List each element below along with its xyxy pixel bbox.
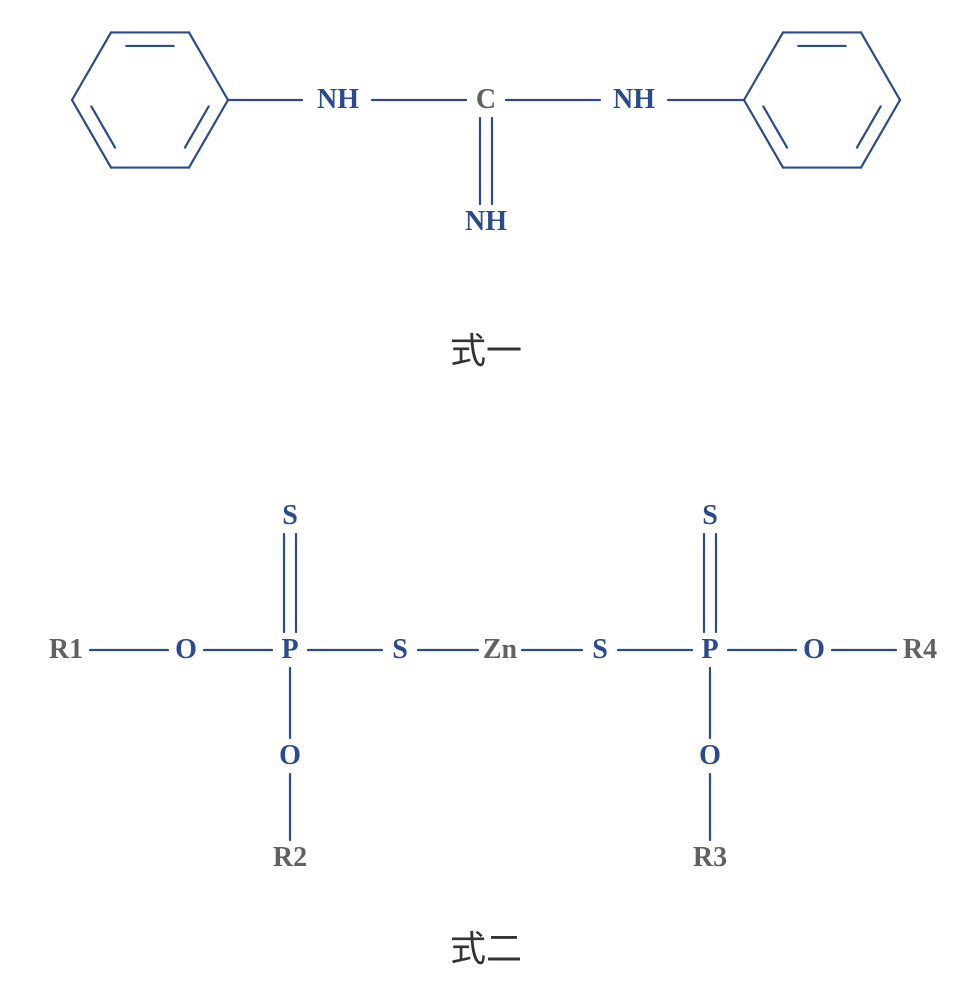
f1-atom-NH_left: NH: [317, 84, 359, 116]
bond-layer: [0, 0, 973, 1000]
f2-atom-R2: R2: [273, 842, 307, 874]
diagram-canvas: NH C NH NH 式一 R1 O P S Zn S P O R4 S S O O R2 R3 式二: [0, 0, 973, 1000]
f2-atom-O4: O: [803, 634, 825, 666]
f1-atom-NH_right: NH: [613, 84, 655, 116]
f2-atom-R1: R1: [49, 634, 83, 666]
f2-atom-R4: R4: [903, 634, 937, 666]
f2-atom-O_d2: O: [699, 740, 721, 772]
f1-atom-C: C: [476, 84, 496, 116]
f2-atom-O_d1: O: [279, 740, 301, 772]
f1-atom-NH_bottom: NH: [465, 206, 507, 238]
caption-formula-2: 式二: [450, 920, 522, 972]
f2-atom-P2: P: [701, 634, 718, 666]
f2-atom-P1: P: [281, 634, 298, 666]
f2-atom-S1: S: [392, 634, 408, 666]
f2-atom-Zn: Zn: [483, 634, 517, 666]
f2-atom-S2: S: [592, 634, 608, 666]
f2-atom-S_up1: S: [282, 500, 298, 532]
f2-atom-O1: O: [175, 634, 197, 666]
f2-atom-S_up2: S: [702, 500, 718, 532]
f2-atom-R3: R3: [693, 842, 727, 874]
caption-formula-1: 式一: [450, 322, 522, 374]
